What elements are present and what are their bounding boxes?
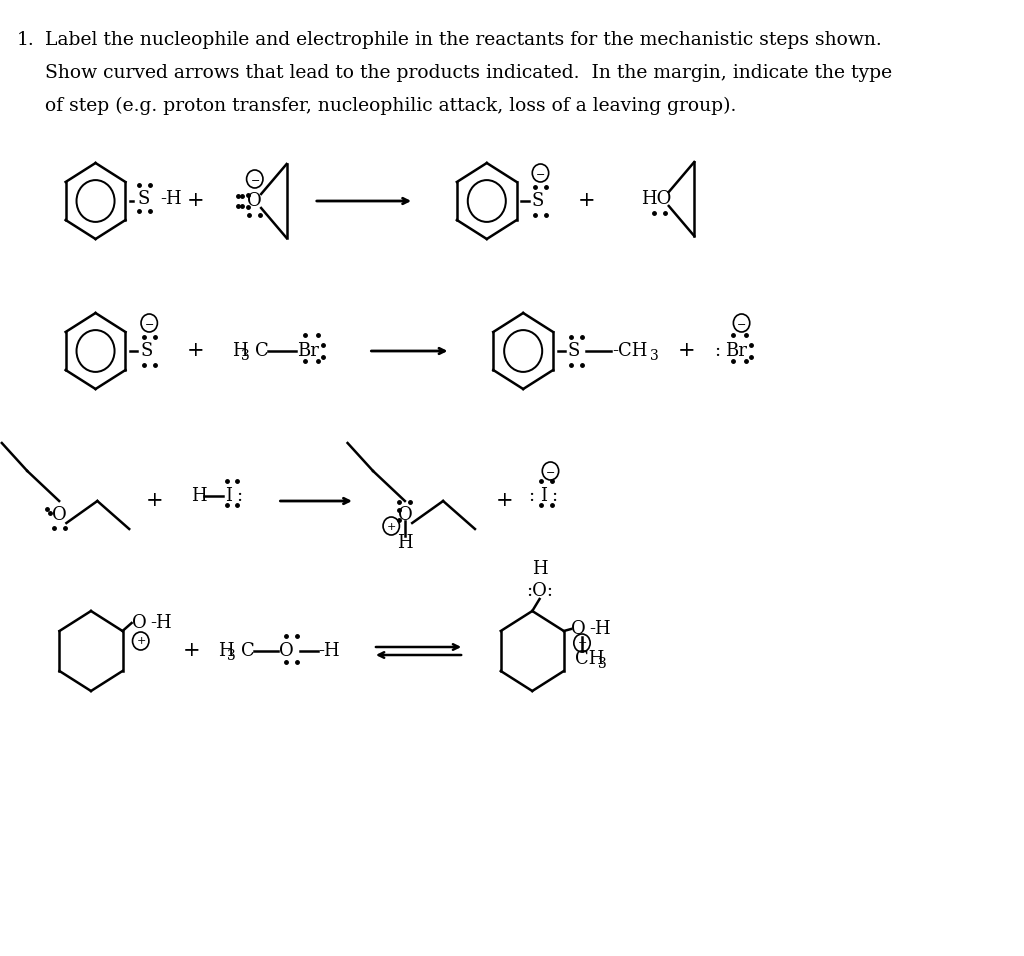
Text: S: S: [140, 342, 153, 360]
Text: -H: -H: [160, 190, 182, 208]
Text: I: I: [224, 487, 231, 505]
Text: 3: 3: [598, 657, 607, 671]
Text: -H: -H: [150, 614, 171, 632]
Text: :: :: [237, 487, 243, 505]
Text: O: O: [52, 506, 67, 524]
Text: S: S: [567, 342, 581, 360]
Text: $+$: $+$: [386, 520, 396, 532]
Text: O: O: [571, 620, 586, 638]
Text: HO: HO: [641, 190, 672, 208]
Text: Br: Br: [725, 342, 748, 360]
Text: H: H: [397, 534, 413, 552]
Text: 3: 3: [227, 649, 237, 663]
Text: +: +: [678, 341, 695, 360]
Text: $-$: $-$: [144, 318, 155, 328]
Text: S: S: [531, 192, 544, 210]
Text: H: H: [218, 642, 234, 660]
Text: Label the nucleophile and electrophile in the reactants for the mechanistic step: Label the nucleophile and electrophile i…: [45, 31, 883, 49]
Text: -H: -H: [318, 642, 340, 660]
Text: O: O: [132, 614, 146, 632]
Text: $-$: $-$: [546, 466, 556, 476]
Text: O: O: [248, 192, 262, 210]
Text: H: H: [531, 560, 548, 578]
Text: I: I: [540, 487, 547, 505]
Text: +: +: [145, 491, 164, 511]
Text: O: O: [397, 506, 413, 524]
Text: -H: -H: [589, 620, 611, 638]
Text: :: :: [715, 342, 721, 360]
Text: $-$: $-$: [536, 168, 546, 178]
Text: +: +: [186, 191, 205, 210]
Text: :: :: [527, 487, 534, 505]
Text: :O:: :O:: [526, 582, 553, 600]
Text: H: H: [191, 487, 207, 505]
Text: 1.: 1.: [16, 31, 34, 49]
Text: +: +: [182, 641, 200, 661]
Text: H: H: [232, 342, 248, 360]
Text: of step (e.g. proton transfer, nucleophilic attack, loss of a leaving group).: of step (e.g. proton transfer, nucleophi…: [45, 97, 737, 116]
Text: Show curved arrows that lead to the products indicated.  In the margin, indicate: Show curved arrows that lead to the prod…: [45, 64, 893, 82]
Text: +: +: [497, 491, 514, 511]
Text: $-$: $-$: [250, 174, 260, 184]
Text: +: +: [579, 191, 596, 210]
Text: C: C: [255, 342, 268, 360]
Text: $+$: $+$: [577, 638, 587, 648]
Text: :: :: [551, 487, 557, 505]
Text: $+$: $+$: [135, 636, 145, 646]
Text: Br: Br: [298, 342, 319, 360]
Text: 3: 3: [241, 349, 250, 363]
Text: CH: CH: [574, 650, 604, 668]
Text: 3: 3: [649, 349, 658, 363]
Text: $-$: $-$: [736, 318, 746, 328]
Text: S: S: [137, 190, 150, 208]
Text: C: C: [241, 642, 255, 660]
Text: +: +: [186, 341, 205, 360]
Text: O: O: [280, 642, 294, 660]
Text: -CH: -CH: [612, 342, 648, 360]
